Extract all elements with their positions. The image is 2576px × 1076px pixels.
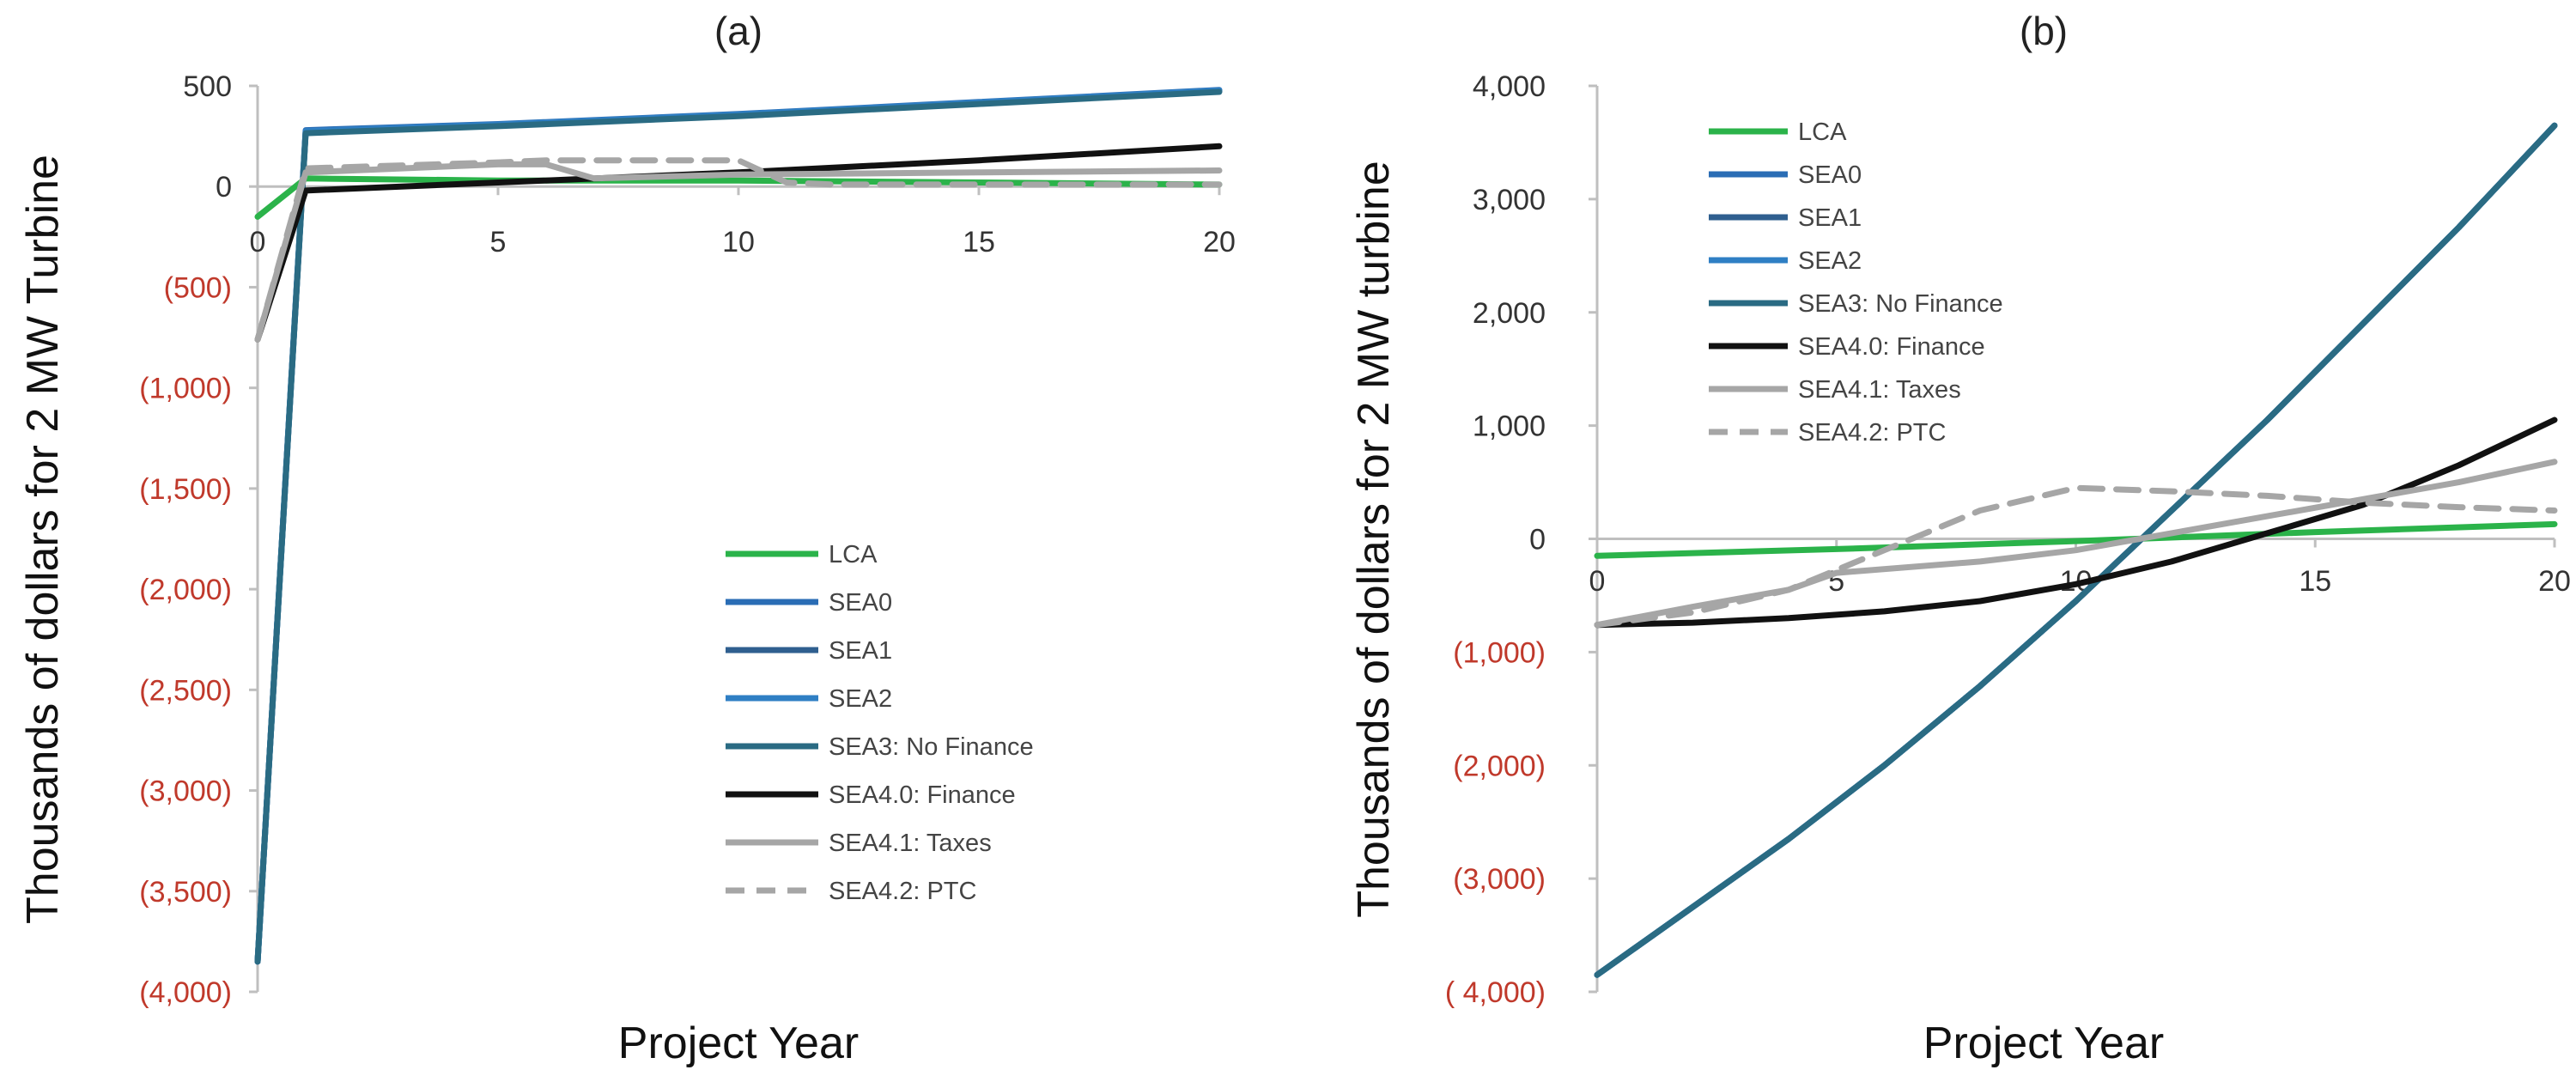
y-axis-title: Thousands of dollars for 2 MW Turbine — [18, 155, 68, 924]
y-tick-label: (2,000) — [1453, 750, 1546, 782]
series-line-sea3-no-finance — [254, 88, 1223, 965]
legend-label: SEA4.1: Taxes — [1798, 376, 1961, 404]
y-tick-label: ( 4,000) — [1445, 976, 1546, 1009]
series-line-sea0 — [254, 87, 1223, 965]
legend-label: LCA — [829, 541, 878, 568]
legend-label: SEA4.2: PTC — [1798, 419, 1946, 447]
y-tick-label: (3,000) — [139, 775, 232, 808]
legend-label: SEA3: No Finance — [1798, 290, 2003, 318]
y-tick-label: (3,500) — [139, 876, 232, 909]
y-tick-label: 4,000 — [1473, 70, 1546, 103]
series-line-sea2 — [254, 87, 1223, 965]
series-line-sea3-no-finance — [1594, 122, 2558, 978]
y-tick-label: (2,500) — [139, 674, 232, 707]
legend-label: SEA4.1: Taxes — [829, 830, 992, 857]
legend-label: SEA4.0: Finance — [1798, 333, 1985, 361]
y-tick-label: 0 — [1529, 524, 1546, 556]
series-line-sea1 — [254, 88, 1223, 965]
series-line-sea4-2-ptc — [1594, 484, 2558, 629]
y-tick-label: 500 — [183, 70, 232, 103]
legend-label: SEA1 — [1798, 204, 1862, 232]
legend-label: SEA1 — [829, 637, 892, 665]
series-line-sea4-2-ptc — [254, 157, 1223, 343]
y-tick-label: 1,000 — [1473, 410, 1546, 443]
x-axis-title: Project Year — [1923, 1018, 2164, 1068]
legend-label: SEA0 — [1798, 161, 1862, 189]
x-tick-label: 10 — [722, 226, 755, 258]
legend-label: SEA2 — [1798, 247, 1862, 275]
y-tick-label: (1,500) — [139, 473, 232, 506]
x-axis-title: Project Year — [618, 1018, 859, 1068]
y-axis-title: Thousands of dollars for 2 MW turbine — [1349, 161, 1399, 918]
y-tick-label: (4,000) — [139, 976, 232, 1009]
x-tick-label: 5 — [490, 226, 507, 258]
y-tick-label: 0 — [216, 171, 232, 204]
x-tick-label: 20 — [2538, 565, 2571, 598]
chart-panel-0: (a) 500 0 (500) (1,000) (1,500) (2,000) (2,500)… — [18, 9, 1236, 1068]
x-tick-label: 15 — [2299, 565, 2331, 598]
legend: LCA SEA0 SEA1 SEA2 SEA3: No Finance SEA4.0: F… — [726, 541, 1034, 905]
y-tick-label: (3,000) — [1453, 863, 1546, 896]
panel-label: (a) — [714, 9, 762, 53]
x-tick-label: 0 — [250, 226, 266, 258]
y-tick-label: (500) — [164, 271, 232, 304]
x-tick-label: 15 — [963, 226, 995, 258]
legend-label: LCA — [1798, 119, 1847, 146]
legend-label: SEA0 — [829, 589, 892, 617]
legend: LCA SEA0 SEA1 SEA2 SEA3: No Finance SEA4.0: F… — [1709, 119, 2003, 447]
legend-label: SEA4.0: Finance — [829, 781, 1016, 809]
legend-label: SEA3: No Finance — [829, 733, 1034, 761]
x-tick-label: 20 — [1203, 226, 1236, 258]
legend-label: SEA4.2: PTC — [829, 878, 976, 905]
y-tick-label: (1,000) — [1453, 636, 1546, 669]
series-line-sea4-1-taxes — [254, 161, 1223, 343]
chart-panel-1: (b) 4,000 3,000 2,000 1,000 0 (1,000) (2,000) (3… — [1349, 9, 2571, 1068]
x-tick-label: 0 — [1589, 565, 1606, 598]
y-tick-label: (2,000) — [139, 574, 232, 606]
panel-label: (b) — [2020, 9, 2068, 53]
y-tick-label: 3,000 — [1473, 184, 1546, 216]
y-tick-label: 2,000 — [1473, 297, 1546, 330]
legend-label: SEA2 — [829, 685, 892, 713]
y-tick-label: (1,000) — [139, 373, 232, 405]
series-line-lca — [1594, 520, 2558, 559]
